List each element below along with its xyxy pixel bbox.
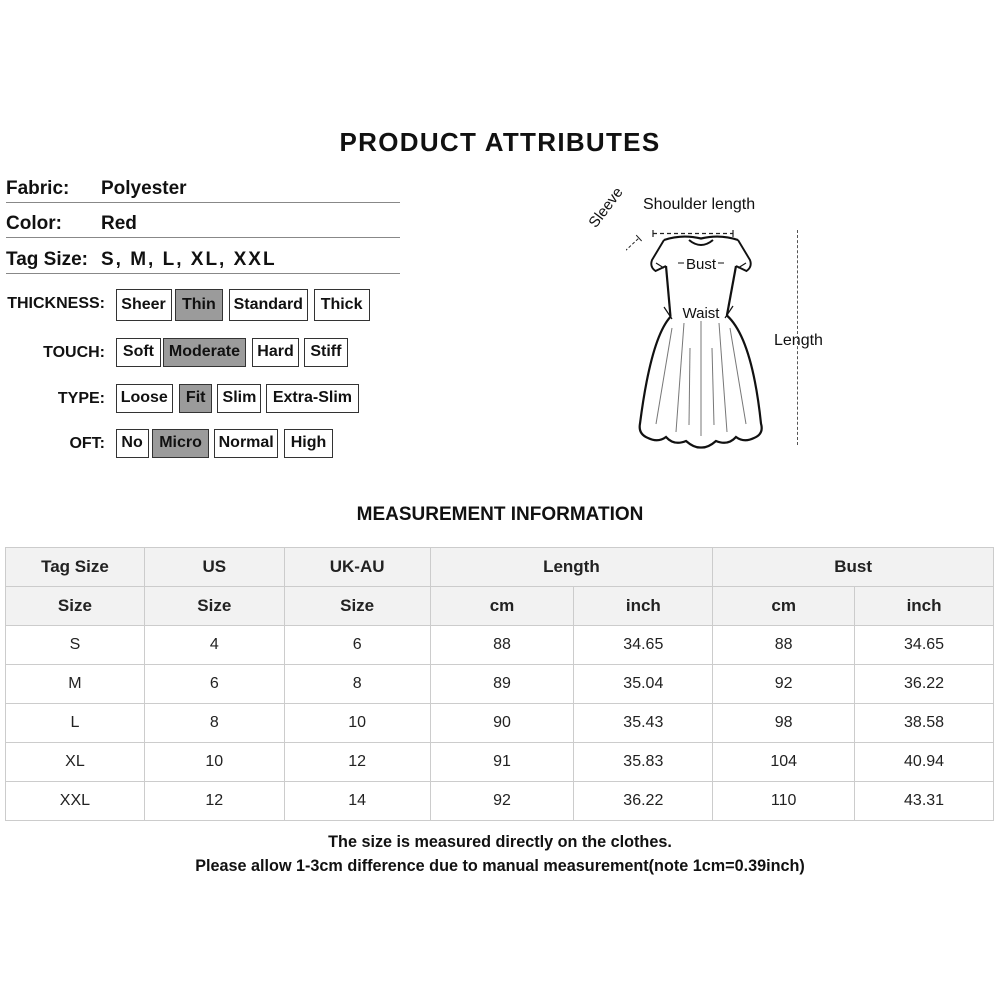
svg-text:Waist: Waist (683, 305, 721, 322)
svg-text:Bust: Bust (686, 256, 717, 273)
